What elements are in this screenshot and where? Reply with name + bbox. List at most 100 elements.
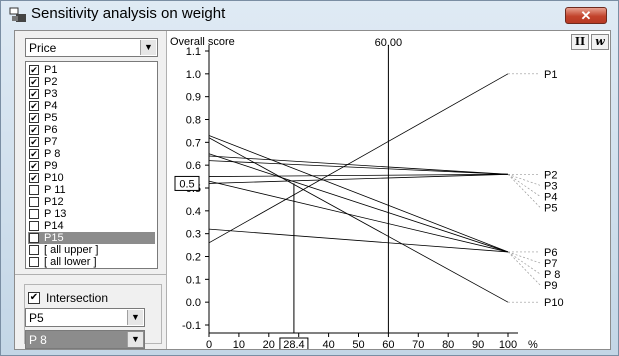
- alternative-label: P10: [44, 172, 64, 184]
- series-label: P9: [544, 280, 557, 292]
- alternative-checkbox[interactable]: [29, 221, 39, 231]
- alternative-checkbox[interactable]: [29, 257, 39, 267]
- y-tick-label: -0.1: [182, 320, 201, 332]
- alternative-item[interactable]: ✔ P 8: [28, 148, 155, 160]
- alternative-label: P 11: [44, 184, 66, 196]
- left-panel: Price ▼ ✔ P1 ✔ P2 ✔ P3 ✔ P4 ✔ P5 ✔ P6 ✔ P7 ✔ P 8 ✔ P9 ✔ P10…: [15, 31, 167, 349]
- series-label: P3: [544, 180, 557, 192]
- alternative-checkbox[interactable]: ✔: [29, 113, 39, 123]
- intersection-select-a[interactable]: P5 ▼: [25, 308, 145, 327]
- weight-button[interactable]: w: [591, 34, 609, 50]
- y-tick-label: 0.1: [186, 274, 201, 286]
- alternative-item[interactable]: ✔ P10: [28, 172, 155, 184]
- panel-divider: [15, 274, 166, 275]
- y-tick-label: 0.9: [186, 92, 201, 104]
- y-tick-label: 0.4: [186, 206, 201, 218]
- alternative-item[interactable]: P15: [28, 232, 155, 244]
- series-label: P4: [544, 191, 557, 203]
- alternative-item[interactable]: ✔ P1: [28, 64, 155, 76]
- intersection-label: Intersection: [46, 291, 109, 305]
- alternative-checkbox[interactable]: ✔: [29, 65, 39, 75]
- intersection-select-b[interactable]: P 8 ▼: [25, 330, 145, 349]
- alternative-checkbox[interactable]: ✔: [29, 89, 39, 99]
- alternative-label: P5: [44, 112, 58, 124]
- pause-button[interactable]: II: [571, 34, 589, 50]
- alternative-checkbox[interactable]: ✔: [29, 149, 39, 159]
- y-tick-label: 0.3: [186, 229, 201, 241]
- alternatives-list[interactable]: ✔ P1 ✔ P2 ✔ P3 ✔ P4 ✔ P5 ✔ P6 ✔ P7 ✔ P 8 ✔ P9 ✔ P10 P 11 P12 P…: [25, 61, 158, 269]
- y-tick-label: 1.0: [186, 69, 201, 81]
- alternative-checkbox[interactable]: [29, 197, 39, 207]
- x-tick-label: 60: [382, 339, 394, 349]
- alternative-item[interactable]: ✔ P6: [28, 124, 155, 136]
- alternative-label: P1: [44, 64, 58, 76]
- alternative-label: [ all lower ]: [44, 256, 97, 268]
- series-line: [208, 153, 509, 253]
- series-line: [208, 155, 509, 175]
- alternative-item[interactable]: ✔ P5: [28, 112, 155, 124]
- alternative-checkbox[interactable]: [29, 209, 39, 219]
- alternative-item[interactable]: ✔ P4: [28, 100, 155, 112]
- alternative-item[interactable]: [ all upper ]: [28, 244, 155, 256]
- chevron-down-icon[interactable]: ▼: [127, 332, 143, 347]
- y-marker-label: 0.5: [179, 178, 194, 190]
- alternative-label: P 13: [44, 208, 67, 220]
- alternative-label: P3: [44, 88, 58, 100]
- series-line: [208, 228, 509, 253]
- alternative-item[interactable]: ✔ P7: [28, 136, 155, 148]
- alternative-checkbox[interactable]: [29, 245, 39, 255]
- alternative-checkbox[interactable]: ✔: [29, 161, 39, 171]
- sensitivity-chart: Overall score -0.1 0.0 0.1 0.2 0.3 0.4 0.5 0.6 0.…: [170, 36, 564, 349]
- y-tick-label: 0.2: [186, 252, 201, 264]
- series-label: P6: [544, 247, 557, 259]
- alternative-item[interactable]: P 13: [28, 208, 155, 220]
- alternative-checkbox[interactable]: [29, 233, 39, 243]
- alternative-item[interactable]: ✔ P2: [28, 76, 155, 88]
- alternative-checkbox[interactable]: ✔: [29, 137, 39, 147]
- alternative-checkbox[interactable]: ✔: [29, 101, 39, 111]
- intersection-checkbox[interactable]: ✔: [28, 292, 40, 304]
- alternative-item[interactable]: ✔ P9: [28, 160, 155, 172]
- alternative-item[interactable]: [ all lower ]: [28, 256, 155, 268]
- intersection-select-b-value: P 8: [29, 333, 47, 347]
- app-icon: [9, 7, 26, 22]
- alternative-item[interactable]: ✔ P3: [28, 88, 155, 100]
- series-label: P 8: [544, 269, 560, 281]
- intersection-x-label: 28.4: [283, 339, 304, 349]
- alternative-label: P12: [44, 196, 64, 208]
- y-axis-label: Overall score: [170, 36, 235, 48]
- series-leader: [507, 251, 541, 286]
- alternative-checkbox[interactable]: ✔: [29, 173, 39, 183]
- series-line: [208, 173, 509, 184]
- alternative-label: P6: [44, 124, 58, 136]
- series-label: P5: [544, 202, 557, 214]
- series-line: [208, 73, 509, 244]
- alternative-label: P14: [44, 220, 64, 232]
- alternative-item[interactable]: P12: [28, 196, 155, 208]
- y-tick-label: 0.6: [186, 160, 201, 172]
- series-label: P1: [544, 69, 557, 81]
- current-weight-label: 60.00: [375, 37, 403, 49]
- alternative-checkbox[interactable]: ✔: [29, 125, 39, 135]
- alternative-label: [ all upper ]: [44, 244, 99, 256]
- close-button[interactable]: ✕: [565, 7, 607, 24]
- y-tick-label: 1.1: [186, 46, 201, 58]
- title-bar[interactable]: Sensitivity analysis on weight ✕: [1, 1, 618, 27]
- series-leader: [507, 251, 541, 264]
- alternative-label: P7: [44, 136, 58, 148]
- alternative-checkbox[interactable]: [29, 185, 39, 195]
- series-line: [208, 160, 509, 175]
- criterion-select[interactable]: Price ▼: [25, 38, 158, 57]
- alternative-item[interactable]: P 11: [28, 184, 155, 196]
- alternative-checkbox[interactable]: ✔: [29, 77, 39, 87]
- chevron-down-icon[interactable]: ▼: [140, 40, 156, 55]
- series-line: [208, 137, 509, 303]
- x-tick-label: 20: [263, 339, 275, 349]
- alternative-item[interactable]: P14: [28, 220, 155, 232]
- series-line: [208, 135, 509, 253]
- alternative-label: P2: [44, 76, 58, 88]
- series-leader: [507, 174, 541, 208]
- client-area: Price ▼ ✔ P1 ✔ P2 ✔ P3 ✔ P4 ✔ P5 ✔ P6 ✔ P7 ✔ P 8 ✔ P9 ✔ P10…: [14, 30, 611, 350]
- chevron-down-icon[interactable]: ▼: [127, 310, 143, 325]
- x-tick-label: 0: [206, 339, 212, 349]
